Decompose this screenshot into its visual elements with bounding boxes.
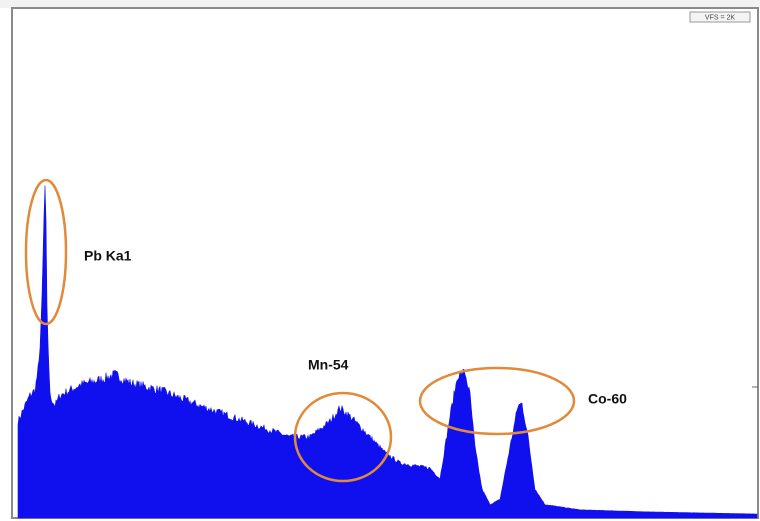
header-strip [0,0,760,8]
annotation-ellipse [293,391,393,483]
vfs-box[interactable] [689,11,751,23]
annotation-ellipse [24,178,68,326]
annotation-label: Mn-54 [308,357,349,373]
vfs-label: VFS = 2K [705,14,735,21]
annotation-label: Co-60 [588,391,627,407]
annotation-label: Pb Ka1 [84,248,132,264]
annotation-ellipse [418,366,576,436]
